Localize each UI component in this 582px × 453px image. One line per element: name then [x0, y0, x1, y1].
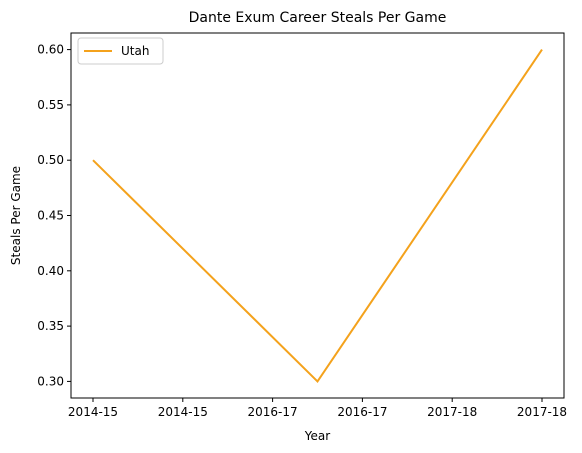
y-tick-label: 0.35 — [37, 319, 64, 333]
x-axis-ticks: 2014-15 2014-15 2016-17 2016-17 2017-18 2017-… — [68, 398, 567, 419]
series-lines — [92, 49, 543, 383]
x-tick-label: 2017-18 — [517, 405, 567, 419]
x-tick-label: 2014-15 — [68, 405, 118, 419]
y-tick-label: 0.40 — [37, 264, 64, 278]
y-tick-label: 0.50 — [37, 153, 64, 167]
x-tick-label: 2016-17 — [337, 405, 387, 419]
y-tick-label: 0.45 — [37, 209, 64, 223]
y-tick-label: 0.55 — [37, 98, 64, 112]
y-axis-ticks: 0.30 0.35 0.40 0.45 0.50 0.55 0.60 — [37, 43, 71, 388]
x-tick-label: 2014-15 — [158, 405, 208, 419]
x-tick-label: 2016-17 — [248, 405, 298, 419]
y-tick-label: 0.60 — [37, 43, 64, 57]
legend-label-utah: Utah — [121, 44, 149, 58]
x-tick-label: 2017-18 — [427, 405, 477, 419]
y-axis-label: Steals Per Game — [9, 166, 23, 265]
plot-area — [70, 32, 565, 399]
legend-box — [77, 37, 164, 65]
x-axis-label: Year — [304, 429, 330, 443]
y-tick-label: 0.30 — [37, 374, 64, 388]
legend: Utah — [77, 37, 164, 65]
chart-title: Dante Exum Career Steals Per Game — [189, 10, 447, 26]
series-line-utah — [92, 49, 543, 383]
